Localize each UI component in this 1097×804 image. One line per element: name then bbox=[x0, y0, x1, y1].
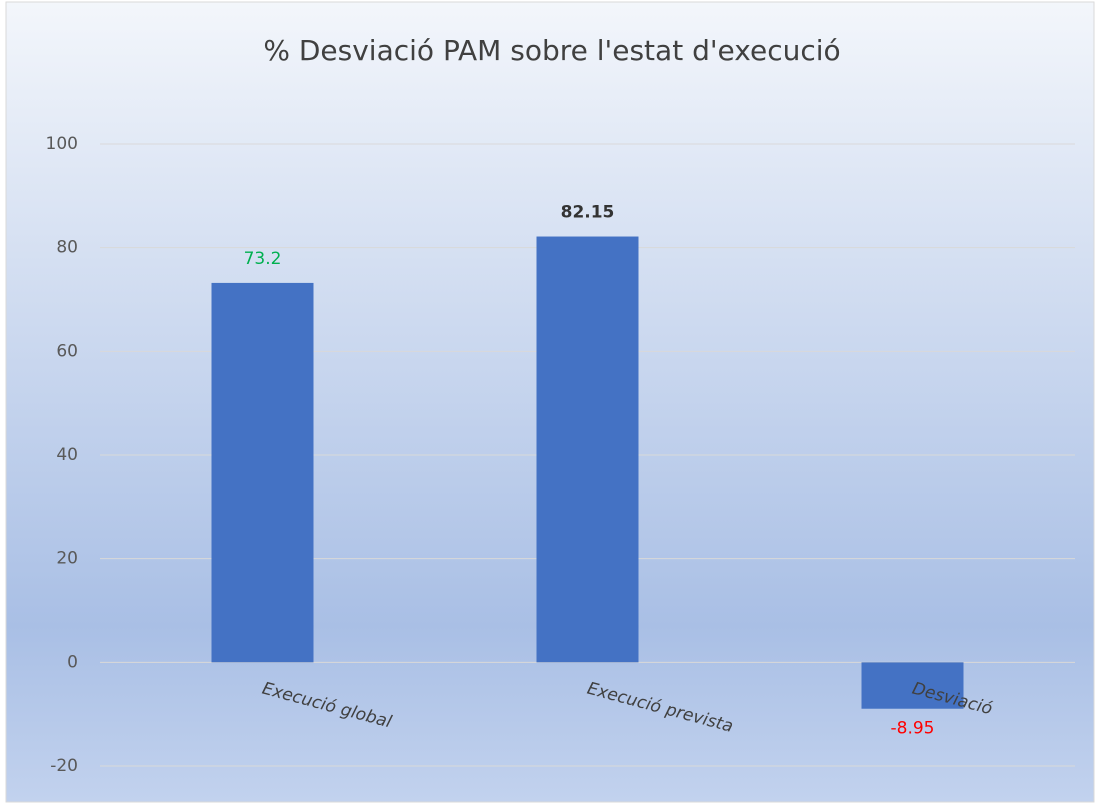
y-tick-label: 60 bbox=[56, 341, 78, 361]
bar bbox=[211, 282, 314, 663]
data-label: 73.2 bbox=[244, 249, 282, 269]
chart-title: % Desviació PAM sobre l'estat d'execució bbox=[263, 34, 840, 67]
y-tick-label: 40 bbox=[56, 445, 78, 465]
data-label: 82.15 bbox=[561, 203, 615, 223]
y-tick-label: 20 bbox=[56, 549, 78, 569]
y-tick-label: 80 bbox=[56, 238, 78, 258]
bar bbox=[536, 236, 639, 663]
y-tick-label: 0 bbox=[67, 652, 78, 672]
y-tick-label: 100 bbox=[46, 134, 78, 154]
y-tick-label: -20 bbox=[50, 756, 78, 776]
data-label: -8.95 bbox=[891, 719, 935, 739]
bar bbox=[861, 662, 964, 709]
